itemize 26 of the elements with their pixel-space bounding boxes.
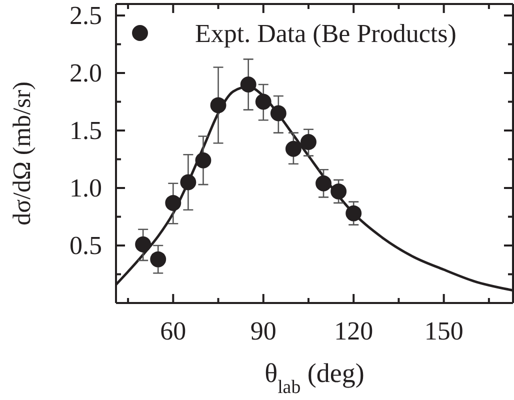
point [316, 175, 332, 192]
point [195, 152, 212, 168]
point [330, 183, 347, 200]
point [210, 97, 226, 114]
x-tick-label: 150 [424, 316, 464, 346]
point [346, 205, 362, 222]
point [135, 236, 152, 252]
point [165, 194, 182, 211]
y-tick-label: 2.5 [70, 0, 102, 30]
x-tick-label: 60 [160, 316, 186, 346]
point [240, 76, 256, 92]
point [255, 94, 272, 110]
point [150, 251, 166, 268]
legend-label: Expt. Data (Be Products) [195, 19, 456, 48]
point [285, 140, 302, 157]
x-tick-label: 90 [250, 316, 276, 346]
text: 1.0 [70, 173, 102, 202]
point [180, 174, 196, 190]
y-tick-label: 1.5 [70, 116, 102, 145]
x-axis-title: θ$_{lab}$ (deg) [264, 358, 364, 398]
y-axis-title: dσ/dΩ (mb/sr) [9, 82, 36, 226]
point [300, 134, 316, 150]
x-tick-label: 120 [334, 316, 374, 346]
point [270, 105, 286, 122]
y-tick-label: 0.5 [70, 230, 102, 260]
text: 2.0 [70, 58, 102, 88]
